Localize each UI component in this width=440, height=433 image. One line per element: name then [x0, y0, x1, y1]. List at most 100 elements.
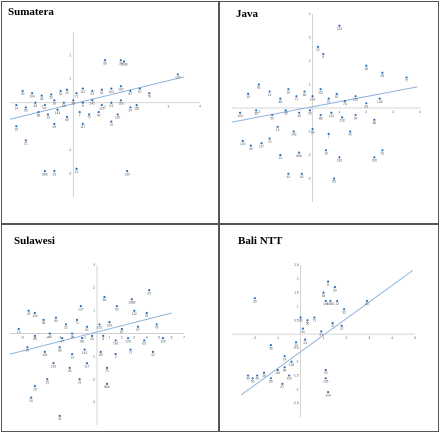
data-point: [299, 316, 302, 319]
data-point-label: 42: [97, 113, 101, 117]
data-point: [33, 334, 36, 337]
data-point-label: 63: [110, 104, 114, 108]
data-point: [65, 115, 69, 118]
data-point: [100, 103, 103, 107]
data-point-label: 69: [99, 353, 103, 357]
data-point: [129, 106, 132, 109]
data-point: [373, 118, 376, 121]
panel-java: -2-11234-3-2-112341332282859771581144892…: [219, 1, 439, 224]
data-point-label: 56: [303, 93, 307, 97]
data-point: [110, 101, 113, 104]
data-point-label: 31: [58, 417, 62, 421]
data-point: [33, 385, 36, 388]
data-point: [247, 92, 250, 95]
y-tick-label: 1: [309, 83, 311, 87]
data-point: [53, 122, 56, 126]
panel-title-java: Java: [236, 8, 258, 20]
data-point-label: 866: [104, 385, 110, 389]
data-point: [71, 332, 74, 335]
data-point-label: 71: [313, 319, 317, 323]
data-point: [320, 330, 323, 333]
data-point: [119, 59, 122, 62]
data-point-label: 53: [333, 288, 337, 292]
data-point-label: 100: [118, 87, 124, 91]
data-point: [54, 316, 58, 319]
data-point-label: 19: [324, 152, 328, 156]
data-point: [71, 353, 74, 356]
data-point: [148, 92, 151, 95]
data-point: [255, 109, 258, 112]
data-point: [78, 378, 81, 381]
data-point-label: 48: [255, 377, 259, 381]
data-point-label: 14: [17, 330, 21, 334]
data-point: [238, 111, 242, 114]
data-point: [68, 366, 71, 369]
data-point-label: 91: [145, 314, 149, 318]
data-point: [251, 377, 254, 380]
data-point-label: 118: [160, 339, 165, 343]
data-point: [59, 89, 62, 93]
x-tick-label: 3: [133, 336, 135, 340]
data-point-label: 13: [276, 128, 280, 132]
data-point: [76, 318, 79, 321]
data-point: [62, 101, 65, 104]
data-point-label: 69: [65, 118, 69, 122]
data-point-label: 22: [64, 326, 68, 330]
data-point-label: 97: [327, 100, 331, 104]
data-point: [324, 149, 328, 152]
data-point: [381, 149, 384, 152]
data-point-label: 13: [70, 355, 74, 359]
panel-sumatera: -1 1 2 3 4 -3 -2 1 2 56 33 1988 137 29 104 35 50 92 22 71 11…: [1, 1, 219, 224]
data-point: [268, 90, 271, 93]
data-point-label: 102: [97, 326, 103, 330]
y-tick-label: -1: [296, 360, 299, 364]
data-point-label: 97: [136, 328, 140, 332]
data-point-label: 33: [299, 319, 303, 323]
data-point: [340, 324, 343, 327]
data-point-label: 35: [40, 97, 44, 101]
data-point-label: 48: [34, 104, 38, 108]
data-point-label: 1988: [120, 63, 127, 67]
data-point-label: 866: [42, 172, 48, 176]
data-point-label: 116: [275, 371, 280, 375]
y-tick-label: -2.5: [293, 401, 299, 405]
data-point-label: 8: [82, 104, 84, 108]
data-point: [311, 95, 314, 98]
data-point-label: 117: [259, 144, 264, 148]
data-point: [148, 289, 151, 292]
data-point: [306, 319, 309, 322]
x-tick-label: 2: [345, 336, 347, 340]
x-tick-label: 5: [414, 336, 416, 340]
y-tick-label: 2: [93, 286, 95, 290]
x-tick-label: -2: [71, 336, 74, 340]
data-point-label: 88: [319, 116, 323, 120]
data-point-label: 142: [90, 102, 96, 106]
x-tick-label: 2: [136, 105, 138, 109]
data-point-label: 142: [113, 342, 119, 346]
data-point-label: 126: [125, 339, 131, 343]
data-point: [120, 327, 123, 331]
panel-title-sumatera: Sumatera: [8, 6, 54, 18]
data-point-label: 49: [68, 369, 72, 373]
trend-line: [231, 86, 418, 123]
data-point: [40, 94, 43, 97]
data-point-label: 50: [271, 116, 275, 120]
data-point: [91, 89, 94, 93]
data-point: [119, 99, 122, 102]
x-tick-label: 1: [104, 105, 106, 109]
data-point: [105, 382, 109, 385]
data-point-label: 77: [87, 116, 91, 120]
data-point: [283, 366, 286, 369]
data-point: [17, 327, 20, 331]
x-tick-label: -2: [253, 336, 256, 340]
data-point: [126, 337, 130, 340]
data-point: [279, 97, 282, 100]
data-point-label: 54: [322, 294, 326, 298]
data-point: [46, 113, 50, 116]
data-point-label: 7: [115, 355, 117, 359]
data-point-label: 106: [323, 302, 329, 306]
data-point-label: 50: [54, 319, 58, 323]
data-point-label: 28: [365, 67, 369, 71]
data-point-label: 14: [283, 357, 287, 361]
data-point: [295, 95, 298, 98]
